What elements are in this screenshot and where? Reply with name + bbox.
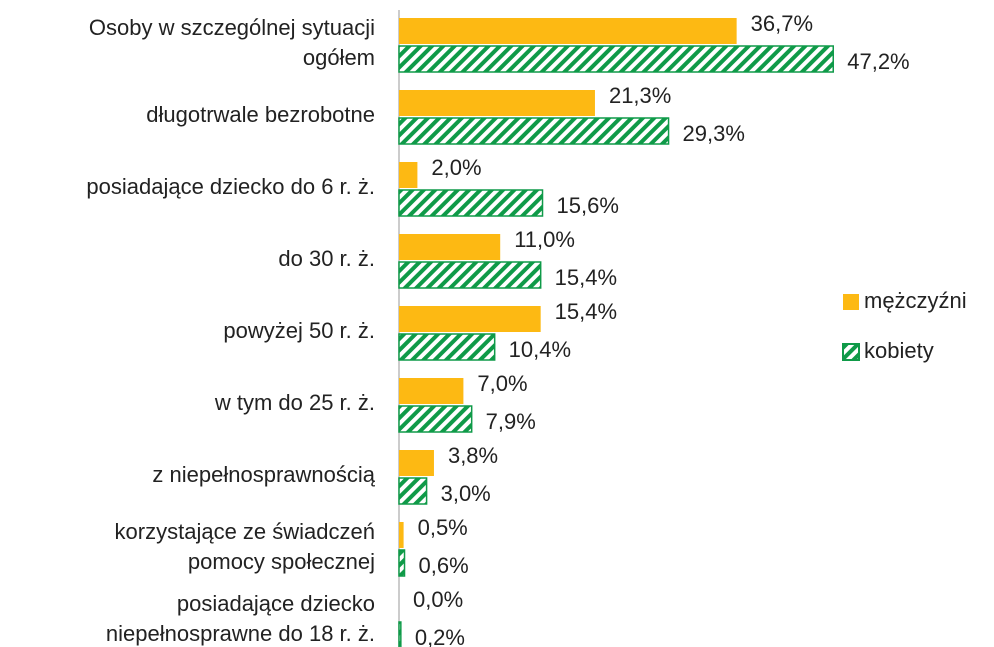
value-label: 10,4% bbox=[509, 337, 571, 362]
legend-swatch bbox=[842, 343, 860, 361]
value-label: 36,7% bbox=[751, 11, 813, 36]
bar bbox=[398, 189, 544, 217]
bar bbox=[399, 18, 737, 44]
value-label: 21,3% bbox=[609, 83, 671, 108]
bar bbox=[398, 45, 834, 73]
bar bbox=[399, 90, 595, 116]
category-label: korzystające ze świadczeń pomocy społeczn… bbox=[115, 519, 375, 574]
bar bbox=[399, 234, 501, 260]
bar bbox=[398, 333, 496, 361]
bar bbox=[398, 261, 542, 289]
bar bbox=[399, 306, 541, 332]
bar bbox=[398, 405, 473, 433]
value-label: 15,4% bbox=[555, 299, 617, 324]
bar bbox=[399, 378, 464, 404]
bar bbox=[398, 621, 402, 647]
value-label: 0,2% bbox=[415, 625, 465, 647]
bar bbox=[399, 162, 418, 188]
value-label: 2,0% bbox=[431, 155, 481, 180]
value-label: 15,4% bbox=[555, 265, 617, 290]
value-label: 0,0% bbox=[413, 587, 463, 612]
value-label: 7,0% bbox=[477, 371, 527, 396]
category-label: Osoby w szczególnej sytuacji ogółem bbox=[89, 15, 375, 70]
category-label: w tym do 25 r. ż. bbox=[214, 390, 375, 415]
category-label: z niepełnosprawnością bbox=[152, 462, 375, 487]
value-label: 0,6% bbox=[419, 553, 469, 578]
category-label: długotrwale bezrobotne bbox=[146, 102, 375, 127]
category-label: powyżej 50 r. ż. bbox=[223, 318, 375, 343]
legend-label: kobiety bbox=[864, 338, 934, 363]
bar bbox=[398, 549, 406, 577]
value-label: 11,0% bbox=[514, 227, 575, 252]
value-label: 47,2% bbox=[847, 49, 909, 74]
category-label: posiadające dziecko do 6 r. ż. bbox=[86, 174, 375, 199]
legend-label: mężczyźni bbox=[864, 288, 967, 313]
value-label: 3,0% bbox=[441, 481, 491, 506]
bar bbox=[398, 117, 670, 145]
category-label: posiadające dziecko niepełnosprawne do 18… bbox=[106, 591, 375, 646]
bar bbox=[398, 477, 428, 505]
value-label: 29,3% bbox=[683, 121, 745, 146]
value-label: 3,8% bbox=[448, 443, 498, 468]
value-label: 0,5% bbox=[418, 515, 468, 540]
value-label: 7,9% bbox=[486, 409, 536, 434]
legend-swatch bbox=[843, 294, 859, 310]
category-label: do 30 r. ż. bbox=[278, 246, 375, 271]
bar bbox=[399, 522, 404, 548]
value-label: 15,6% bbox=[557, 193, 619, 218]
bar bbox=[399, 450, 434, 476]
